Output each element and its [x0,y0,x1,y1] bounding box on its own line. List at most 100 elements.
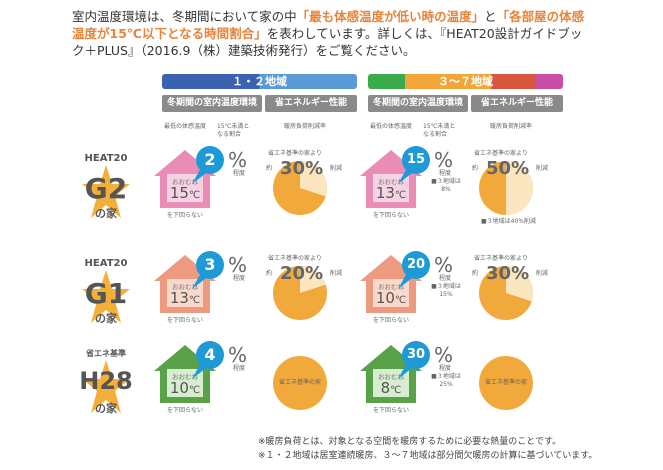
approx-text: おおむね [378,283,404,291]
ratio-value: 30 [406,347,426,362]
reduce-text: 削減 [330,165,343,172]
temp-unit: ℃ [188,190,201,201]
approx-text: おおむね [172,283,198,291]
ratio-label: 15℃未満となる割合 [217,123,250,138]
region3-pie-note: ■３地域は40%削減 [481,218,537,225]
not-below-text: を下回らない [372,407,409,414]
percent-sign: % [228,343,248,367]
min-temp-value: 10℃ [155,379,215,397]
highlight-lowest-temp: 「最も体感温度が低い時の温度」 [296,9,485,24]
ratio-value: 15 [406,152,426,167]
indoor-header: 冬期間の室内温度環境 [162,95,262,112]
speech-bubble-icon [192,251,224,289]
temp-unit: ℃ [390,385,402,396]
grade-top: 省エネ基準 [86,349,126,358]
region3-note: ■３地域は8% [431,178,461,193]
reduce-text: 削減 [536,270,549,277]
degree-text: 程度 [438,170,451,177]
percent-sign: % [305,158,324,179]
temp-unit: ℃ [394,295,407,306]
indoor-header: 冬期間の室内温度環境 [368,95,468,112]
temp-unit: ℃ [394,190,407,201]
grade-suffix: の家 [95,207,117,220]
temp-number: 8 [380,379,391,397]
grade-label: 省エネ基準 H28 の家 [78,348,134,428]
percent-sign: % [228,253,248,277]
reduction-pie [273,266,327,320]
compared-text: 省エネ基準の家より [474,150,528,157]
not-below-text: を下回らない [372,317,409,324]
grade-label: HEAT20 G2 の家 [78,153,134,233]
energy-header: 省エネルギー性能 [471,95,563,112]
intro-text: 室内温度環境は、冬期間において家の中「最も体感温度が低い時の温度」と「各部屋の体… [72,8,592,59]
ratio-value: 20 [406,257,426,272]
pie-slice-reduction [300,266,326,293]
reduction-label: 暖房負荷削減率 [490,123,533,130]
min-temp-label: 最低の体感温度 [164,123,207,130]
footnote: ※１・２地域は居室連続暖房、３～７地域は部分間欠暖房の計算に基づいています。 [258,451,598,461]
percent-sign: % [305,263,324,284]
about-text: 約 [266,165,273,172]
percent-sign: % [434,148,454,172]
reduction-pie [479,356,533,410]
min-temp-value: 8℃ [361,379,421,397]
reduction-value: 20 [280,263,306,284]
ratio-value: 4 [204,345,216,364]
pie-full [479,356,533,410]
grade-top: HEAT20 [84,258,128,269]
reduction-pie [479,266,533,320]
reduction-value: 30 [280,158,306,179]
approx-text: おおむね [172,178,198,186]
region-bar: １・２地域 [162,74,357,89]
about-text: 約 [266,270,273,277]
degree-text: 程度 [438,365,451,372]
ratio-value: 2 [204,150,216,169]
star-icon [82,270,130,323]
highlight-time-ratio: 「各部屋の体感温度が15℃以下となる時間割合」 [72,9,585,41]
degree-text: 程度 [232,170,245,177]
region3-note: ■３地域は25% [431,373,461,388]
pie-slice-reduction [300,161,327,197]
min-temp-label: 最低の体感温度 [370,123,413,130]
reduction-value: 30 [486,263,512,284]
about-text: 約 [472,165,479,172]
reduction-value: 50 [486,158,512,179]
temp-number: 10 [375,289,395,307]
reduction-pie [273,356,327,410]
speech-bubble-icon [398,341,430,379]
ratio-value: 3 [204,255,216,274]
temp-unit: ℃ [188,385,201,396]
compared-text: 省エネ基準の家より [268,150,322,157]
temp-number: 13 [375,184,395,202]
percent-sign: % [434,343,454,367]
grade-suffix: の家 [95,312,117,325]
not-below-text: を下回らない [166,212,203,219]
compared-text: 省エネ基準の家より [474,255,528,262]
star-icon [82,360,130,413]
about-text: 約 [472,270,479,277]
region-bar: ３～７地域 [368,74,563,89]
approx-text: おおむね [172,373,198,381]
percent-sign: % [434,253,454,277]
pie-slice-reduction [506,266,533,302]
min-temp-value: 13℃ [361,184,421,202]
base-house-text: 省エネ基準の家 [278,379,321,386]
speech-bubble-icon [192,341,224,379]
not-below-text: を下回らない [372,212,409,219]
degree-text: 程度 [232,365,245,372]
min-temp-value: 15℃ [155,184,215,202]
base-house-text: 省エネ基準の家 [484,379,527,386]
pie-full [273,356,327,410]
not-below-text: を下回らない [166,407,203,414]
min-temp-value: 10℃ [361,289,421,307]
reduce-text: 削減 [330,270,343,277]
not-below-text: を下回らない [166,317,203,324]
grade-top: HEAT20 [84,153,128,164]
grade-label: HEAT20 G1 の家 [78,258,134,338]
temp-unit: ℃ [188,295,201,306]
temp-number: 15 [169,184,189,202]
approx-text: おおむね [378,178,404,186]
grade-name: H28 [79,367,133,395]
reduction-label: 暖房負荷削減率 [284,123,327,130]
intro-part: と [484,9,497,24]
